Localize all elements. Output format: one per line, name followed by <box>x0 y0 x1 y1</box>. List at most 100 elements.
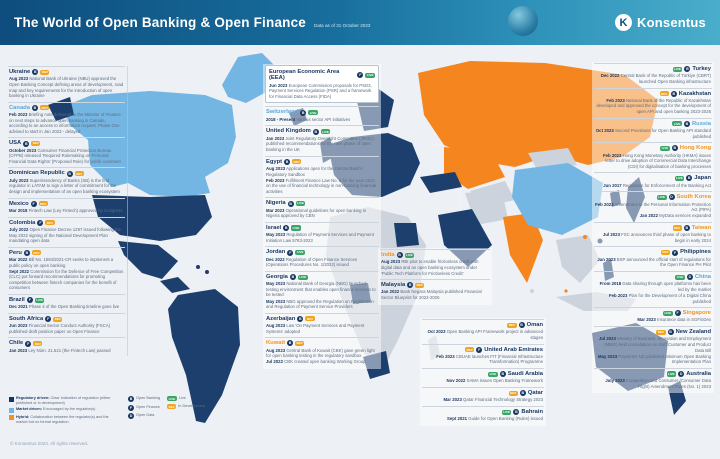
entry-canada: Canada B DEV Feb 2023 Briefing note deliver… <box>8 101 125 138</box>
update-date: Dec 2022 <box>600 73 620 79</box>
open-banking-icon: B <box>667 329 674 336</box>
country-update: Aug 2023 Applications open for the Centr… <box>266 166 378 177</box>
update-text: Qatar Financial Technology Strategy 2023 <box>463 397 543 403</box>
in-development-badge: DEV <box>508 390 518 396</box>
in-development-badge: DEV <box>465 347 475 353</box>
map-greenland <box>222 53 276 103</box>
country-header: Taiwan B DEV <box>595 225 711 232</box>
country-header: Switzerland B LIVE <box>266 109 378 116</box>
update-date: Mar 2023 <box>443 397 462 403</box>
map-central-america <box>160 277 190 293</box>
country-update: Nov 2022 SAMA issues Open Banking Framew… <box>423 378 544 384</box>
update-date: Sept 2022 <box>9 268 30 274</box>
in-development-badge: DEV <box>74 171 84 177</box>
country-name: India <box>381 252 395 258</box>
update-text: Commission for the Defence of Free Compe… <box>9 268 124 291</box>
country-update: Jun 2023 European Commission proposals f… <box>269 83 375 100</box>
brand-logo: K Konsentus <box>615 0 706 45</box>
country-header: Mexico F DEV <box>9 201 124 207</box>
map-southeast-asia <box>556 235 600 283</box>
legend-type-label: Open Finance <box>136 404 160 409</box>
country-update: Mar 2023 Operational guidelines for open… <box>266 208 378 219</box>
country-update: Jun 2023 Financial Sector Conduct Author… <box>9 323 124 334</box>
country-name: Israel <box>266 224 282 231</box>
country-header: Israel B LIVE <box>266 224 378 232</box>
map-mexico <box>118 241 178 279</box>
country-name: USA <box>9 140 22 147</box>
update-text: Guide for Open Banking (Rules) issued <box>468 416 543 422</box>
country-name: Canada <box>9 104 30 111</box>
country-update: Feb 2023 Plan for the Development of a D… <box>595 293 711 304</box>
entry-kazakhstan: Kazakhstan B DEV Feb 2023 National Bank of … <box>594 87 712 118</box>
map-taiwan <box>597 238 603 244</box>
country-name: Ukraine <box>9 69 31 75</box>
country-header: Saudi Arabia B LIVE <box>423 371 543 378</box>
entry-malaysia: Malaysia B DEV Jan 2022 Bank Negara Malaysi… <box>380 279 490 304</box>
update-text: Consumer Financial Protection Bureau (CF… <box>9 147 121 164</box>
country-name: Chile <box>9 340 24 347</box>
update-text: Amendment to the Personal Information Pr… <box>614 201 712 213</box>
legend-type-label: Open Data <box>136 413 155 417</box>
open-banking-icon: B <box>283 225 290 232</box>
country-name: Georgia <box>266 273 288 280</box>
legend-statuses: LIVE Live DEV In Development <box>167 396 205 424</box>
update-date: Jun 2023 <box>9 323 28 329</box>
country-update: Aug 2023 Law 'On Payment Services and Pa… <box>266 323 378 334</box>
open-banking-icon: B <box>396 252 403 259</box>
in-development-badge: DEV <box>656 329 666 335</box>
open-finance-icon: F <box>357 72 364 79</box>
country-name: Philippines <box>680 249 711 256</box>
country-update: Jan 2022 Bank Negara Malaysia published … <box>381 289 489 300</box>
open-banking-icon: B <box>686 175 693 182</box>
country-name: Singapore <box>682 310 711 317</box>
update-date: Dec 2021 <box>9 304 28 310</box>
update-text: Open Banking API Framework project in ad… <box>446 329 543 340</box>
update-date: July 2023 <box>605 378 625 384</box>
entry-russia: Russia B LIVE Oct 2023 Second Provisions fo… <box>594 117 712 143</box>
update-date: Aug 2023 <box>266 323 286 329</box>
map-new-zealand <box>668 381 686 415</box>
country-update: Mar 2022 Bill No. 1584/2021-CR seeks to … <box>9 257 124 268</box>
country-update: July 2023 Superintendency of Banks (SB) … <box>9 178 124 195</box>
entry-philippines: Philippines F DEV Jan 2023 BSP announced th… <box>594 246 712 271</box>
in-development-badge: DEV <box>53 316 63 322</box>
data-as-of-label: Data as of 31 October 2023 <box>314 23 371 28</box>
update-text: Bank Negara Malaysia published Financial… <box>381 289 482 301</box>
country-name: Russia <box>691 120 711 127</box>
legend-open-data: D Open Data <box>128 413 160 419</box>
country-update: October 2023 Consumer Financial Protecti… <box>9 148 124 165</box>
update-text: Regulation of Open Finance Services (Ope… <box>266 256 358 268</box>
open-banking-icon: B <box>670 90 677 97</box>
country-name: Nigeria <box>266 200 286 207</box>
legend-label: Hybrid: <box>16 414 30 419</box>
map-arabian-peninsula <box>438 209 492 267</box>
header-bar: The World of Open Banking & Open Finance… <box>0 0 720 45</box>
column-south-asia: India B LIVE Aug 2023 RBI pilot to enable f… <box>378 248 492 305</box>
market-swatch-icon <box>9 407 14 413</box>
update-date: Jan 2022 <box>381 289 400 295</box>
entry-hong-kong: Hong Kong B LIVE Feb 2023 Hong Kong Monetar… <box>594 142 712 172</box>
update-date: Feb 2023 <box>606 97 625 103</box>
map-kazakhstan <box>444 147 505 189</box>
open-data-icon: D <box>686 274 693 281</box>
update-text: BSP announced the official start of regu… <box>616 256 711 268</box>
update-date: Jul 2022 <box>266 359 283 365</box>
legend-market-driven: Market driven: Encouraged by the regulat… <box>9 407 121 413</box>
map-china <box>512 163 603 235</box>
update-text: Data sharing through open platforms has … <box>622 281 711 292</box>
open-banking-icon: B <box>312 128 319 135</box>
country-update: Aug 2023 National Bank of Ukraine (NBU) … <box>9 76 124 98</box>
open-banking-icon: B <box>128 396 134 402</box>
entry-new-zealand: New Zealand B DEV Jul 2023 Ministry of Busi… <box>594 326 712 368</box>
map-philippines <box>603 259 614 281</box>
live-badge: LIVE <box>660 145 670 151</box>
entry-brazil: Brazil F LIVE Dec 2021 Phase 4 of the Open … <box>8 294 125 313</box>
country-name: Japan <box>694 175 711 182</box>
country-update: Feb 2023 Fulfilment Finance Law No. 5 fo… <box>266 178 378 195</box>
country-header: Nigeria B LIVE <box>266 200 378 207</box>
legend-regulatory-driven: Regulatory driven: Clear indication of r… <box>9 396 121 405</box>
country-header: Japan B LIVE <box>595 175 711 182</box>
update-text: Payments NZ published Minimum Open Banki… <box>618 353 711 365</box>
map-hong-kong <box>583 235 587 239</box>
legend-label: Regulatory driven: <box>16 396 50 400</box>
